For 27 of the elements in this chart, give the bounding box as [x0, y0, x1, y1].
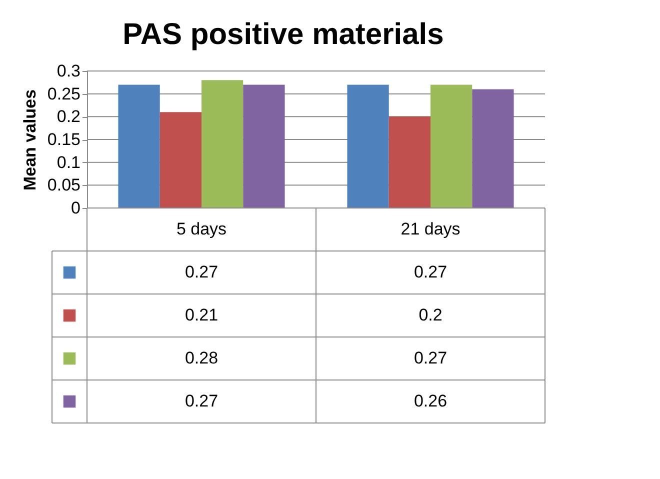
bar [430, 84, 472, 208]
data-label: 0.21 [184, 306, 218, 324]
bar [118, 84, 160, 208]
data-label: 0.26 [414, 392, 448, 410]
bar [160, 112, 202, 208]
y-axis-title: Mean values [20, 89, 40, 191]
data-label: 0.2 [418, 306, 442, 324]
y-tick-label: 0.3 [56, 62, 80, 80]
bar [388, 116, 430, 208]
y-tick-label: 0.2 [56, 107, 80, 126]
y-tick-label: 0 [71, 198, 80, 218]
data-label: 0.27 [414, 348, 448, 368]
chart-title: PAS positive materials [122, 18, 444, 51]
bar [202, 80, 244, 208]
data-label: 0.28 [184, 348, 218, 368]
y-tick-label: 0.25 [47, 84, 80, 104]
x-tick-label: 21 days [400, 220, 460, 238]
y-tick-label: 0.15 [47, 130, 80, 149]
x-tick-label: 5 days [176, 220, 227, 238]
data-label: 0.27 [184, 262, 218, 282]
bar [243, 84, 285, 208]
data-label: 0.27 [414, 262, 448, 282]
y-tick-label: 0.1 [56, 152, 80, 172]
data-label: 0.27 [184, 392, 218, 410]
bar [472, 89, 514, 208]
y-tick-label: 0.05 [47, 176, 80, 195]
bar [347, 84, 389, 208]
